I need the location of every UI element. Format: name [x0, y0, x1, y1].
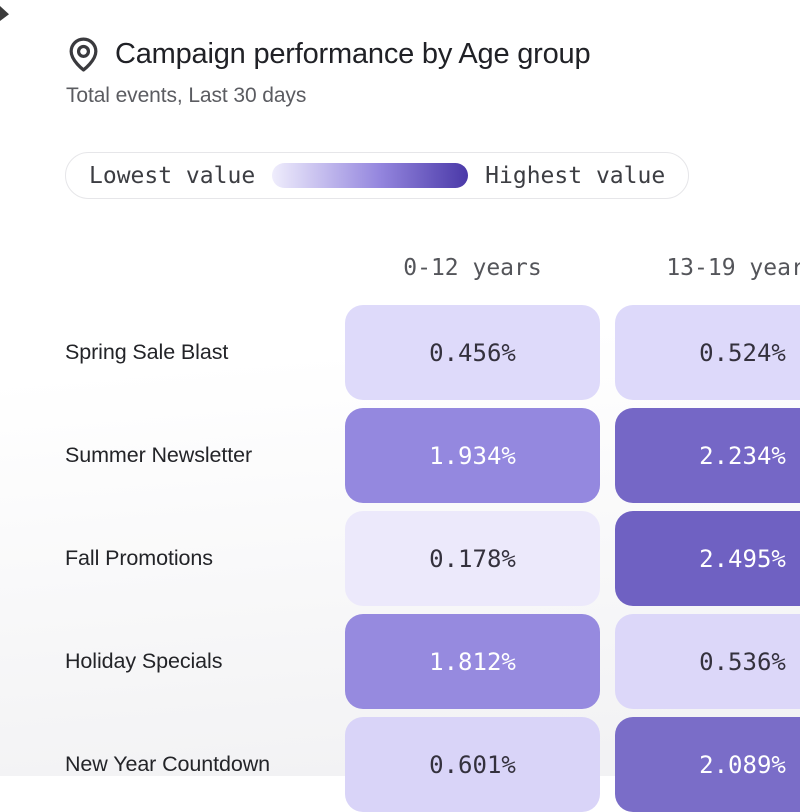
- heatmap-cell-2-1[interactable]: 2.495%: [615, 511, 800, 606]
- row-label-2: Fall Promotions: [65, 546, 213, 570]
- page-title: Campaign performance by Age group: [115, 38, 591, 70]
- chart-subtitle: Total events, Last 30 days: [66, 84, 307, 107]
- legend-gradient-bar: [272, 163, 469, 188]
- corner-artifact: [0, 6, 9, 21]
- legend-low-label: Lowest value: [89, 162, 256, 189]
- column-header-spacer: [65, 253, 330, 297]
- heatmap-grid: 0-12 years 13-19 years Spring Sale Blast 0.…: [65, 253, 800, 812]
- map-pin-icon: [65, 34, 102, 75]
- heatmap-cell-2-0[interactable]: 0.178%: [345, 511, 600, 606]
- heatmap-cell-0-1[interactable]: 0.524%: [615, 305, 800, 400]
- column-header-1: 13-19 years: [666, 255, 800, 281]
- row-label-0: Spring Sale Blast: [65, 340, 229, 364]
- heatmap-cell-4-0[interactable]: 0.601%: [345, 717, 600, 812]
- heatmap-cell-4-1[interactable]: 2.089%: [615, 717, 800, 812]
- chart-header: Campaign performance by Age group Total …: [65, 34, 591, 108]
- legend-high-label: Highest value: [485, 162, 666, 189]
- heatmap-cell-3-1[interactable]: 0.536%: [615, 614, 800, 709]
- column-header-0: 0-12 years: [403, 255, 542, 281]
- heatmap-cell-1-1[interactable]: 2.234%: [615, 408, 800, 503]
- heatmap-cell-3-0[interactable]: 1.812%: [345, 614, 600, 709]
- heatmap-cell-1-0[interactable]: 1.934%: [345, 408, 600, 503]
- heatmap-legend: Lowest value Highest value: [65, 152, 690, 199]
- heatmap-cell-0-0[interactable]: 0.456%: [345, 305, 600, 400]
- row-label-4: New Year Countdown: [65, 752, 270, 776]
- row-label-1: Summer Newsletter: [65, 443, 253, 467]
- row-label-3: Holiday Specials: [65, 649, 223, 673]
